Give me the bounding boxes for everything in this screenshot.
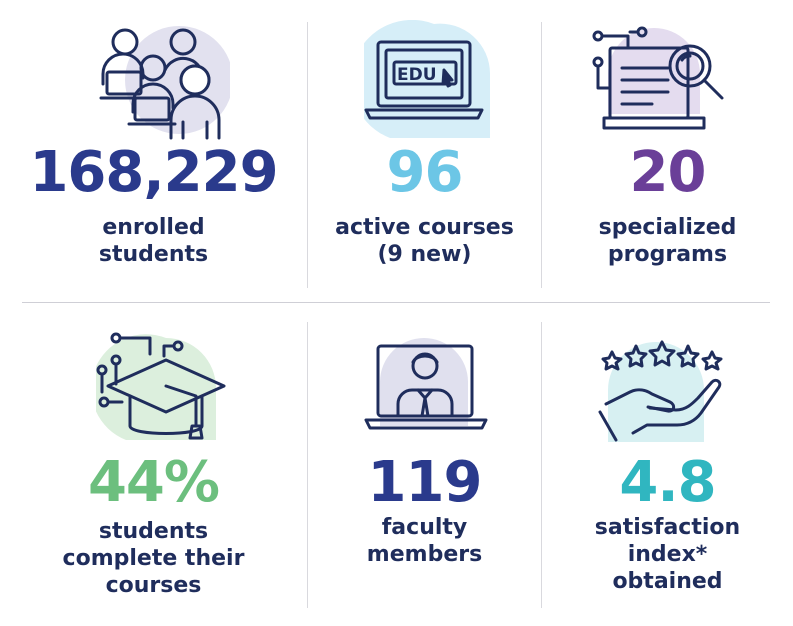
divider-horizontal	[22, 302, 770, 303]
stat-label: enrolled students	[98, 215, 209, 267]
divider-bottom-left	[307, 322, 308, 608]
stat-label: active courses (9 new)	[335, 215, 514, 267]
stat-label: specialized programs	[598, 215, 737, 267]
stat-number: 4.8	[619, 450, 716, 515]
stat-number: 96	[386, 140, 464, 205]
stat-number: 44%	[87, 450, 220, 515]
stat-number: 119	[367, 450, 483, 515]
stat-number: 20	[629, 140, 707, 205]
stat-course-completion: 44% students complete their courses	[0, 304, 307, 626]
students-icon	[99, 26, 230, 140]
divider-top-right	[541, 22, 542, 288]
graduation-cap-icon	[96, 332, 226, 440]
stat-enrolled-students: 168,229 enrolled students	[0, 0, 307, 300]
stat-specialized-programs: 20 specialized programs	[542, 0, 793, 300]
search-document-icon	[592, 26, 724, 130]
stat-faculty-members: 119 faculty members	[308, 304, 541, 626]
laptop-edu-icon: EDU	[364, 20, 491, 138]
teacher-laptop-icon	[364, 338, 488, 430]
laptop-screen-text: EDU	[397, 65, 437, 85]
stat-active-courses: EDU 96 active courses (9 new)	[308, 0, 541, 300]
rating-hand-icon	[598, 340, 723, 442]
stat-label: students complete their courses	[62, 519, 245, 598]
stat-label: satisfaction index* obtained	[594, 515, 741, 594]
divider-top-left	[307, 22, 308, 288]
stat-satisfaction-index: 4.8 satisfaction index* obtained	[542, 304, 793, 626]
stat-label: faculty members	[366, 515, 483, 567]
stat-number: 168,229	[29, 140, 278, 205]
divider-bottom-right	[541, 322, 542, 608]
